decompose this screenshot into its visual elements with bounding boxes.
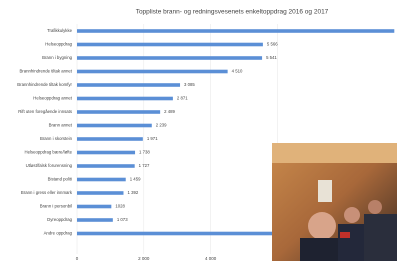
bar xyxy=(77,124,152,128)
photo xyxy=(272,143,397,261)
data-label: 1 727 xyxy=(139,163,150,168)
bar xyxy=(77,191,123,195)
data-label: 4 510 xyxy=(232,69,243,74)
bar xyxy=(77,29,394,33)
chart: Toppliste brann- og redningsvesenets enk… xyxy=(0,0,397,261)
data-label: 1 073 xyxy=(117,217,128,222)
data-label: 3 085 xyxy=(184,82,195,87)
y-tick-label: Brann i personbil xyxy=(40,204,72,209)
y-tick-label: Brannhindrende tiltak annet xyxy=(19,69,72,74)
data-label: 1 971 xyxy=(147,136,158,141)
bar xyxy=(77,110,160,114)
chart-title: Toppliste brann- og redningsvesenets enk… xyxy=(136,9,329,16)
y-tick-label: Helseoppdrag bære/løfte xyxy=(24,150,72,155)
y-tick-label: Trafikkulykke xyxy=(47,28,73,33)
y-tick-label: Utløst/falsk forurensning xyxy=(26,163,73,168)
x-tick-label: 0 xyxy=(76,256,79,261)
data-label: 2 239 xyxy=(156,123,167,128)
bar xyxy=(77,232,274,236)
data-label: 2 489 xyxy=(164,109,175,114)
data-label: 1 459 xyxy=(130,177,141,182)
data-label: 2 871 xyxy=(177,96,188,101)
x-tick-label: 2 000 xyxy=(138,256,150,261)
bar xyxy=(77,137,143,141)
bar xyxy=(77,97,173,101)
data-label: 1 738 xyxy=(139,150,150,155)
bar xyxy=(77,151,135,155)
y-tick-label: Brannhindrende tiltak komfyr xyxy=(17,82,72,87)
data-label: 5 541 xyxy=(266,55,277,60)
y-tick-label: Brann annet xyxy=(49,123,73,128)
bar xyxy=(77,205,111,209)
y-tick-label: Andre oppdrag xyxy=(44,231,73,236)
y-tick-label: Dyreoppdrag xyxy=(47,217,72,222)
bar xyxy=(77,83,180,87)
x-tick-label: 4 000 xyxy=(205,256,217,261)
y-tick-label: Rift uten foregående innsats xyxy=(18,109,72,114)
bar xyxy=(77,56,262,60)
bar xyxy=(77,43,263,47)
bar xyxy=(77,164,135,168)
y-tick-label: Helseoppdrag xyxy=(45,42,72,47)
y-tick-label: Brann i gress eller innmark xyxy=(21,190,73,195)
y-tick-label: Helseoppdrag annet xyxy=(33,96,73,101)
bar xyxy=(77,70,228,74)
data-label: 1 392 xyxy=(127,190,138,195)
y-tick-label: Brann i bygning xyxy=(42,55,72,60)
bar xyxy=(77,178,126,182)
bar xyxy=(77,218,113,222)
y-tick-label: Bistand politi xyxy=(48,177,72,182)
data-label: 5 566 xyxy=(267,42,278,47)
y-tick-label: Brann i skorstein xyxy=(40,136,73,141)
data-label: 1028 xyxy=(115,204,125,209)
